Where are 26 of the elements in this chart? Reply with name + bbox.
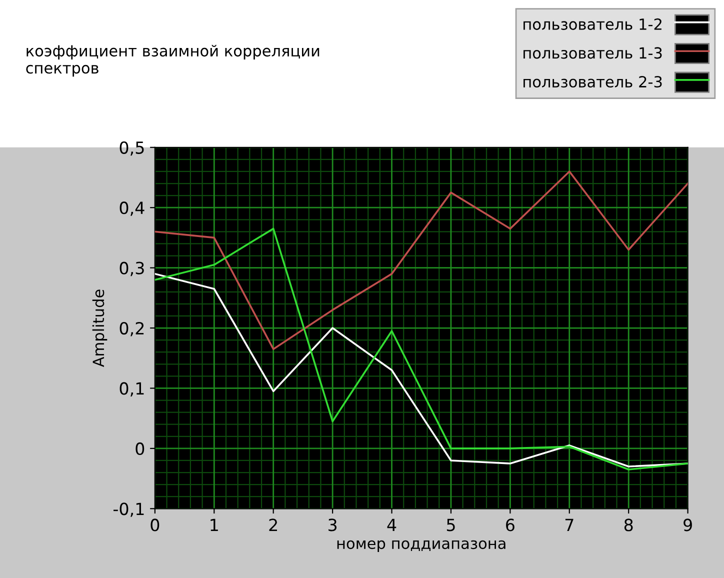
y-tick-label: 0,5 — [120, 141, 144, 156]
legend-label: пользователь 2-3 — [524, 76, 662, 88]
y-tick-label: 0,2 — [120, 322, 144, 336]
x-tick-label: 3 — [328, 518, 337, 532]
x-tick-label: 6 — [506, 518, 514, 532]
x-tick-label: 2 — [269, 518, 277, 532]
x-tick-label: 8 — [624, 518, 633, 532]
x-tick-label: 9 — [684, 518, 692, 532]
x-tick-label: 0 — [150, 518, 160, 532]
y-tick-label: 0,3 — [120, 262, 144, 276]
y-axis-title: Amplitude — [92, 290, 108, 368]
legend-label: пользователь 1-2 — [524, 18, 662, 30]
chart-title: коэффициент взаимной корреляции спектров — [26, 44, 320, 77]
legend-label: пользователь 1-3 — [524, 47, 662, 59]
x-tick-label: 5 — [446, 518, 455, 532]
y-tick-label: 0 — [136, 442, 144, 455]
line-series — [154, 228, 688, 470]
y-tick-label: 0,4 — [120, 202, 144, 216]
y-tick-label: -0,1 — [114, 502, 144, 517]
line-series — [154, 272, 688, 468]
x-tick-label: 4 — [387, 518, 396, 532]
x-axis-title: номер поддиапазона — [337, 540, 506, 552]
x-tick-label: 1 — [210, 518, 218, 532]
y-tick-label: 0,1 — [120, 382, 144, 396]
x-tick-label: 7 — [565, 518, 574, 532]
line-series — [154, 170, 688, 350]
